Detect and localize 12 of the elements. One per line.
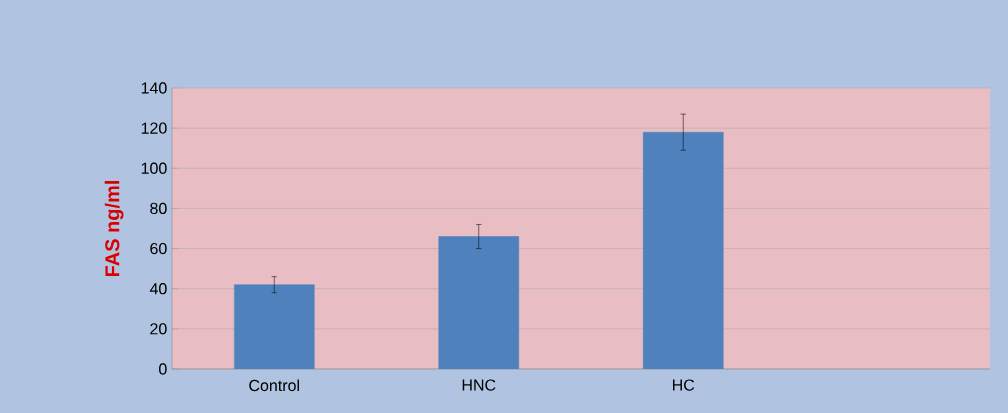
y-tick-label: 120 — [141, 122, 167, 134]
y-tick-label: 20 — [150, 323, 167, 335]
y-tick-label: 60 — [150, 242, 167, 255]
x-tick-label: HC — [673, 379, 695, 391]
y-tick-label: 100 — [141, 162, 167, 174]
x-tick-label: HNC — [462, 379, 496, 391]
y-tick-label: 140 — [141, 82, 167, 94]
y-axis-title: FAS ng/ml — [104, 181, 124, 277]
x-tick-label: Control — [249, 379, 299, 392]
y-tick-label: 0 — [159, 363, 167, 375]
y-tick-label: 40 — [149, 283, 167, 295]
y-tick-label: 80 — [150, 202, 167, 215]
